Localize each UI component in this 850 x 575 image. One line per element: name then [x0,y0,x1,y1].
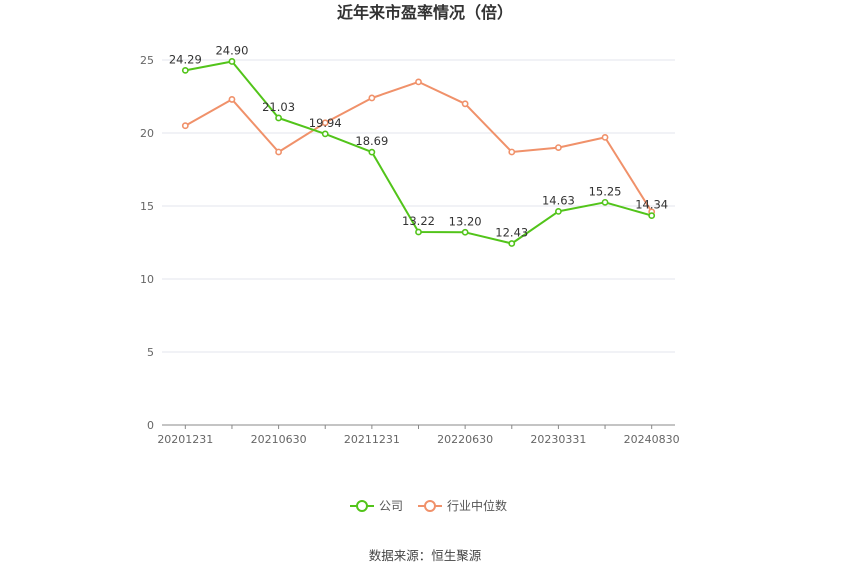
data-point [461,228,469,236]
data-point [181,66,189,74]
x-tick-label: 20240830 [624,433,680,446]
data-label: 12.43 [495,226,528,240]
data-point [461,100,469,108]
data-label: 24.90 [215,43,248,57]
series-layer [181,58,656,247]
legend-label: 公司 [379,499,403,513]
data-point [648,212,656,220]
data-point [601,133,609,141]
data-point [415,228,422,236]
y-tick-label: 25 [140,54,154,67]
data-label: 14.34 [635,198,668,212]
data-point [508,148,516,156]
grid-lines [162,59,675,353]
series-line [184,80,653,213]
y-tick-label: 20 [140,127,154,140]
data-point [228,96,236,103]
x-tick-label: 20210630 [251,433,307,446]
data-point [321,130,329,138]
data-label: 18.69 [355,134,388,148]
y-tick-label: 5 [147,346,154,359]
data-label: 13.20 [449,214,482,228]
x-tick-label: 20201231 [157,433,213,446]
y-tick-label: 10 [140,273,154,286]
y-tick-label: 0 [147,419,154,432]
data-label: 21.03 [262,100,295,114]
chart-title: 近年来市盈率情况（倍） [337,3,513,22]
data-point [368,94,376,102]
legend-swatch-marker [356,500,368,512]
legend-swatch-marker [424,500,436,512]
axes: 0 5 10 15 20 25 20201231 20210630 20211231 202206… [140,54,680,446]
data-label: 24.29 [169,52,202,66]
y-tick-label: 15 [140,200,154,213]
x-tick-label: 20220630 [437,433,493,446]
data-point [228,58,236,65]
data-labels: 24.29 24.90 21.03 19.94 18.69 13.22 13.20 12.43… [169,43,668,239]
data-point [555,144,562,151]
data-label: 13.22 [402,214,435,228]
data-point [601,198,609,206]
data-point [415,78,422,86]
legend: 公司 行业中位数 [350,498,507,513]
x-tick-label: 20211231 [344,433,400,446]
source-note: 数据来源：恒生聚源 [369,548,482,563]
data-point [275,114,282,122]
legend-label: 行业中位数 [447,498,507,513]
data-point [181,122,189,130]
data-point [275,148,282,156]
data-point [368,148,376,156]
data-label: 15.25 [589,184,622,198]
data-label: 19.94 [309,116,342,130]
data-point [321,119,329,127]
data-point [508,240,516,247]
data-label: 14.63 [542,193,575,207]
x-tick-label: 20230331 [530,433,586,446]
data-point [555,208,562,215]
